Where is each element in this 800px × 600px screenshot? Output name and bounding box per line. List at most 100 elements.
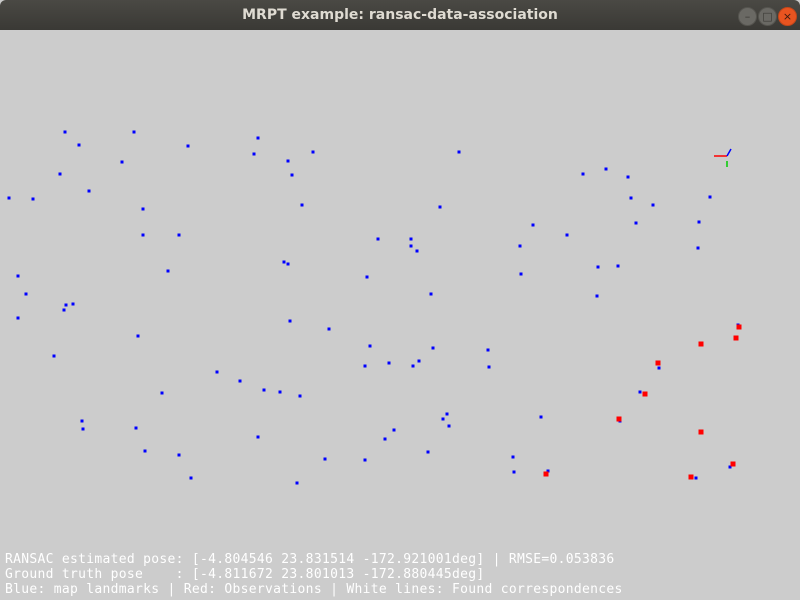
- landmark-point: [24, 292, 28, 296]
- landmark-point: [189, 476, 193, 480]
- landmark-point: [136, 334, 140, 338]
- landmark-point: [300, 203, 304, 207]
- observation-point: [688, 474, 694, 480]
- landmark-point: [546, 469, 550, 473]
- landmark-point: [238, 379, 242, 383]
- landmark-point: [311, 150, 315, 154]
- landmark-point: [81, 427, 85, 431]
- landmark-point: [415, 249, 419, 253]
- landmark-point: [278, 390, 282, 394]
- landmark-point: [595, 294, 599, 298]
- landmark-point: [120, 160, 124, 164]
- observation-point: [543, 471, 549, 477]
- landmark-point: [411, 364, 415, 368]
- landmark-point: [368, 344, 372, 348]
- landmark-point: [215, 370, 219, 374]
- landmark-point: [62, 308, 66, 312]
- landmark-point: [288, 319, 292, 323]
- observation-point: [736, 324, 742, 330]
- landmark-point: [387, 361, 391, 365]
- landmark-point: [697, 220, 701, 224]
- landmark-point: [565, 233, 569, 237]
- landmark-point: [256, 435, 260, 439]
- landmark-point: [132, 130, 136, 134]
- landmark-point: [365, 275, 369, 279]
- scene-canvas[interactable]: [0, 30, 800, 600]
- landmark-point: [512, 470, 516, 474]
- landmark-point: [134, 426, 138, 430]
- landmark-point: [77, 143, 81, 147]
- ransac-pose-text: RANSAC estimated pose: [-4.804546 23.831…: [5, 552, 615, 567]
- landmark-point: [323, 457, 327, 461]
- landmark-point: [409, 237, 413, 241]
- legend-text: Blue: map landmarks | Red: Observations …: [5, 582, 623, 597]
- landmark-point: [177, 233, 181, 237]
- landmark-point: [286, 159, 290, 163]
- landmark-point: [58, 172, 62, 176]
- landmark-point: [80, 419, 84, 423]
- landmark-point: [87, 189, 91, 193]
- landmark-point: [286, 262, 290, 266]
- landmark-point: [431, 346, 435, 350]
- observation-point: [698, 341, 704, 347]
- minimize-button[interactable]: –: [738, 7, 757, 26]
- close-button[interactable]: ×: [778, 7, 797, 26]
- landmark-point: [262, 388, 266, 392]
- landmark-point: [376, 237, 380, 241]
- observation-point: [730, 461, 736, 467]
- landmark-point: [363, 364, 367, 368]
- observation-point: [642, 391, 648, 397]
- landmark-point: [363, 458, 367, 462]
- observation-point: [655, 360, 661, 366]
- landmark-point: [438, 205, 442, 209]
- observation-point: [616, 416, 622, 422]
- landmark-point: [295, 481, 299, 485]
- landmark-point: [327, 327, 331, 331]
- landmark-point: [596, 265, 600, 269]
- observation-point: [733, 335, 739, 341]
- landmark-point: [604, 167, 608, 171]
- landmark-point: [392, 428, 396, 432]
- landmark-point: [63, 130, 67, 134]
- pose-axes-icon: [714, 148, 732, 167]
- landmark-point: [511, 455, 515, 459]
- map-landmarks: [7, 130, 740, 485]
- landmark-point: [487, 365, 491, 369]
- landmark-point: [626, 175, 630, 179]
- landmark-point: [531, 223, 535, 227]
- landmark-point: [728, 465, 732, 469]
- landmark-point: [64, 303, 68, 307]
- landmark-point: [429, 292, 433, 296]
- landmark-point: [539, 415, 543, 419]
- maximize-button[interactable]: □: [758, 7, 777, 26]
- observation-point: [698, 429, 704, 435]
- landmark-point: [7, 196, 11, 200]
- landmark-point: [383, 437, 387, 441]
- landmark-point: [441, 417, 445, 421]
- landmark-point: [518, 244, 522, 248]
- landmark-point: [160, 391, 164, 395]
- landmark-point: [16, 316, 20, 320]
- landmark-point: [141, 207, 145, 211]
- landmark-point: [634, 221, 638, 225]
- landmark-point: [445, 412, 449, 416]
- landmark-point: [282, 260, 286, 264]
- landmark-point: [519, 272, 523, 276]
- landmark-point: [290, 173, 294, 177]
- landmark-point: [638, 390, 642, 394]
- landmark-point: [657, 366, 661, 370]
- landmark-point: [177, 453, 181, 457]
- landmark-point: [447, 424, 451, 428]
- landmark-point: [16, 274, 20, 278]
- ground-truth-pose-text: Ground truth pose : [-4.811672 23.801013…: [5, 567, 485, 582]
- landmark-point: [696, 246, 700, 250]
- landmark-point: [31, 197, 35, 201]
- landmark-point: [52, 354, 56, 358]
- observations: [543, 324, 742, 480]
- landmark-point: [256, 136, 260, 140]
- landmark-point: [417, 359, 421, 363]
- landmark-point: [651, 203, 655, 207]
- landmark-point: [298, 394, 302, 398]
- landmark-point: [409, 244, 413, 248]
- landmark-point: [252, 152, 256, 156]
